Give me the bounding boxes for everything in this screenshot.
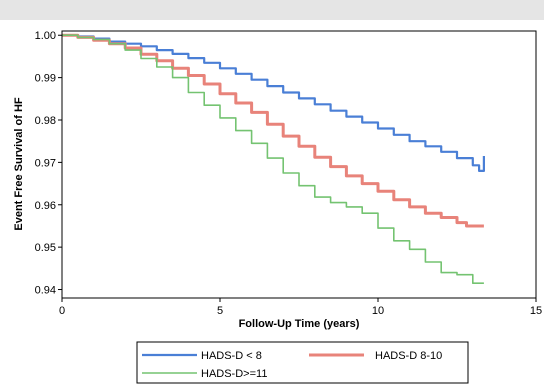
legend-box [136, 341, 469, 384]
legend-label-hads-d-lt8: HADS-D < 8 [201, 350, 262, 362]
x-tick-label: 15 [530, 305, 542, 317]
x-tick-label: 5 [217, 305, 223, 317]
series-lines [62, 33, 485, 284]
x-tick-label: 10 [372, 305, 384, 317]
y-axis-title: Event Free Survival of HF [13, 97, 25, 231]
y-tick-label: 0.97 [35, 157, 56, 169]
plot-frame [61, 30, 537, 299]
x-axis-ticks: 0 5 10 15 [59, 298, 542, 317]
y-axis-ticks: 0.94 0.95 0.96 0.97 0.98 0.99 1.00 [35, 30, 62, 297]
y-tick-label: 0.95 [35, 242, 56, 254]
series-line-hads-d-8-10 [62, 33, 484, 228]
x-axis-title: Follow-Up Time (years) [239, 318, 360, 330]
y-tick-label: 0.94 [35, 285, 56, 297]
legend-label-hads-d-8-10: HADS-D 8-10 [375, 350, 442, 362]
y-tick-label: 1.00 [35, 30, 56, 42]
y-tick-label: 0.99 [35, 73, 56, 85]
top-band [0, 0, 544, 20]
series-line-hads-d-lt8 [62, 34, 485, 172]
legend-label-hads-d-ge11: HADS-D>=11 [201, 368, 267, 380]
series-line-hads-d-ge11 [62, 34, 484, 284]
legend: HADS-D < 8 HADS-D 8-10 HADS-D>=11 [136, 341, 469, 384]
x-tick-label: 0 [59, 305, 65, 317]
y-tick-label: 0.96 [35, 200, 56, 212]
y-tick-label: 0.98 [35, 115, 56, 127]
